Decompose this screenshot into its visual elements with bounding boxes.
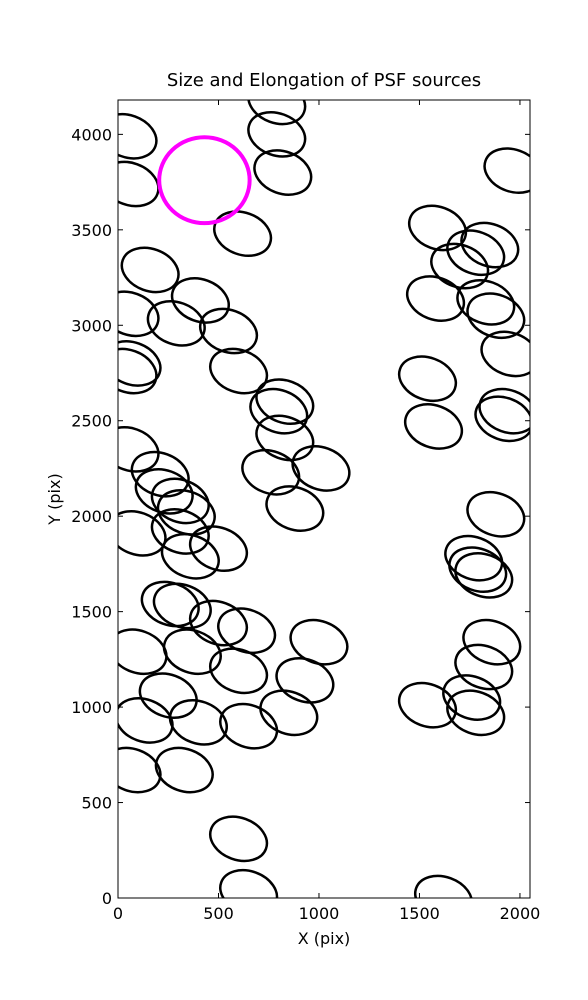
- psf-ellipse: [118, 746, 162, 794]
- y-tick-label: 1000: [71, 698, 112, 717]
- psf-ellipse: [462, 618, 522, 666]
- y-tick-label: 500: [81, 794, 112, 813]
- chart-title: Size and Elongation of PSF sources: [167, 70, 481, 91]
- psf-ellipse: [146, 300, 206, 347]
- psf-ellipse: [118, 160, 160, 208]
- psf-ellipse: [265, 485, 325, 532]
- psf-ellipse: [446, 689, 506, 737]
- psf-ellipse: [291, 445, 351, 492]
- y-tick-label: 4000: [71, 125, 112, 144]
- psf-ellipse: [253, 149, 313, 196]
- y-tick-label: 2000: [71, 507, 112, 526]
- psf-ellipse: [118, 697, 174, 744]
- y-tick-label: 3000: [71, 316, 112, 335]
- plot-area: [118, 100, 530, 898]
- psf-ellipse: [249, 387, 309, 435]
- psf-ellipse: [289, 618, 349, 666]
- psf-ellipse: [397, 681, 458, 729]
- plot-frame: [117, 99, 531, 899]
- psf-ellipse: [444, 534, 504, 582]
- psf-ellipse: [247, 111, 307, 158]
- psf-ellipse: [430, 242, 490, 290]
- psf-ellipse: [407, 204, 468, 252]
- y-axis-label: Y (pix): [45, 473, 64, 525]
- x-tick-label: 1500: [399, 904, 440, 923]
- psf-ellipse: [259, 689, 319, 737]
- x-axis-label: X (pix): [298, 929, 351, 948]
- psf-ellipse: [275, 657, 335, 704]
- psf-ellipse: [219, 702, 279, 750]
- psf-ellipse: [247, 100, 307, 126]
- psf-ellipse: [118, 628, 168, 676]
- psf-ellipse: [414, 874, 474, 898]
- psf-ellipse: [156, 489, 216, 536]
- x-tick-label: 2000: [500, 904, 541, 923]
- psf-ellipse: [442, 674, 502, 721]
- x-tick-label: 1000: [299, 904, 340, 923]
- psf-ellipse: [118, 340, 162, 387]
- highlight-circle: [157, 135, 252, 226]
- psf-ellipse: [480, 330, 530, 378]
- psf-ellipse: [255, 414, 315, 462]
- psf-ellipse: [474, 395, 530, 443]
- psf-ellipse: [446, 229, 506, 277]
- psf-ellipse: [209, 647, 269, 695]
- psf-ellipse: [454, 552, 514, 599]
- x-tick-label: 0: [113, 904, 123, 923]
- psf-ellipse: [209, 815, 269, 863]
- psf-ellipse: [466, 490, 526, 538]
- psf-ellipse: [188, 525, 249, 572]
- psf-ellipse: [150, 477, 210, 525]
- y-tick-label: 3500: [71, 221, 112, 240]
- psf-ellipse: [162, 628, 222, 676]
- psf-ellipse: [483, 147, 530, 194]
- psf-ellipse: [255, 378, 315, 425]
- y-tick-label: 1500: [71, 603, 112, 622]
- x-tick-label: 500: [203, 904, 234, 923]
- y-tick-label: 0: [102, 889, 112, 908]
- psf-ellipse: [405, 275, 466, 322]
- psf-ellipse: [168, 699, 228, 746]
- psf-ellipse: [460, 221, 520, 269]
- psf-ellipse: [118, 426, 160, 473]
- psf-ellipse: [118, 290, 160, 338]
- psf-ellipse: [154, 746, 214, 794]
- psf-ellipse: [456, 279, 516, 326]
- psf-ellipse: [138, 672, 198, 719]
- psf-ellipse: [403, 403, 464, 450]
- psf-ellipse: [118, 347, 158, 395]
- psf-ellipse: [118, 112, 158, 160]
- y-tick-label: 2500: [71, 412, 112, 431]
- psf-ellipse: [160, 532, 220, 580]
- psf-ellipse: [397, 355, 458, 403]
- psf-ellipse: [152, 582, 212, 630]
- psf-ellipse: [120, 246, 180, 294]
- psf-ellipse: [448, 546, 508, 593]
- psf-ellipse: [188, 599, 249, 647]
- psf-ellipse: [219, 868, 279, 898]
- psf-ellipse: [454, 643, 514, 691]
- psf-ellipse: [241, 448, 301, 496]
